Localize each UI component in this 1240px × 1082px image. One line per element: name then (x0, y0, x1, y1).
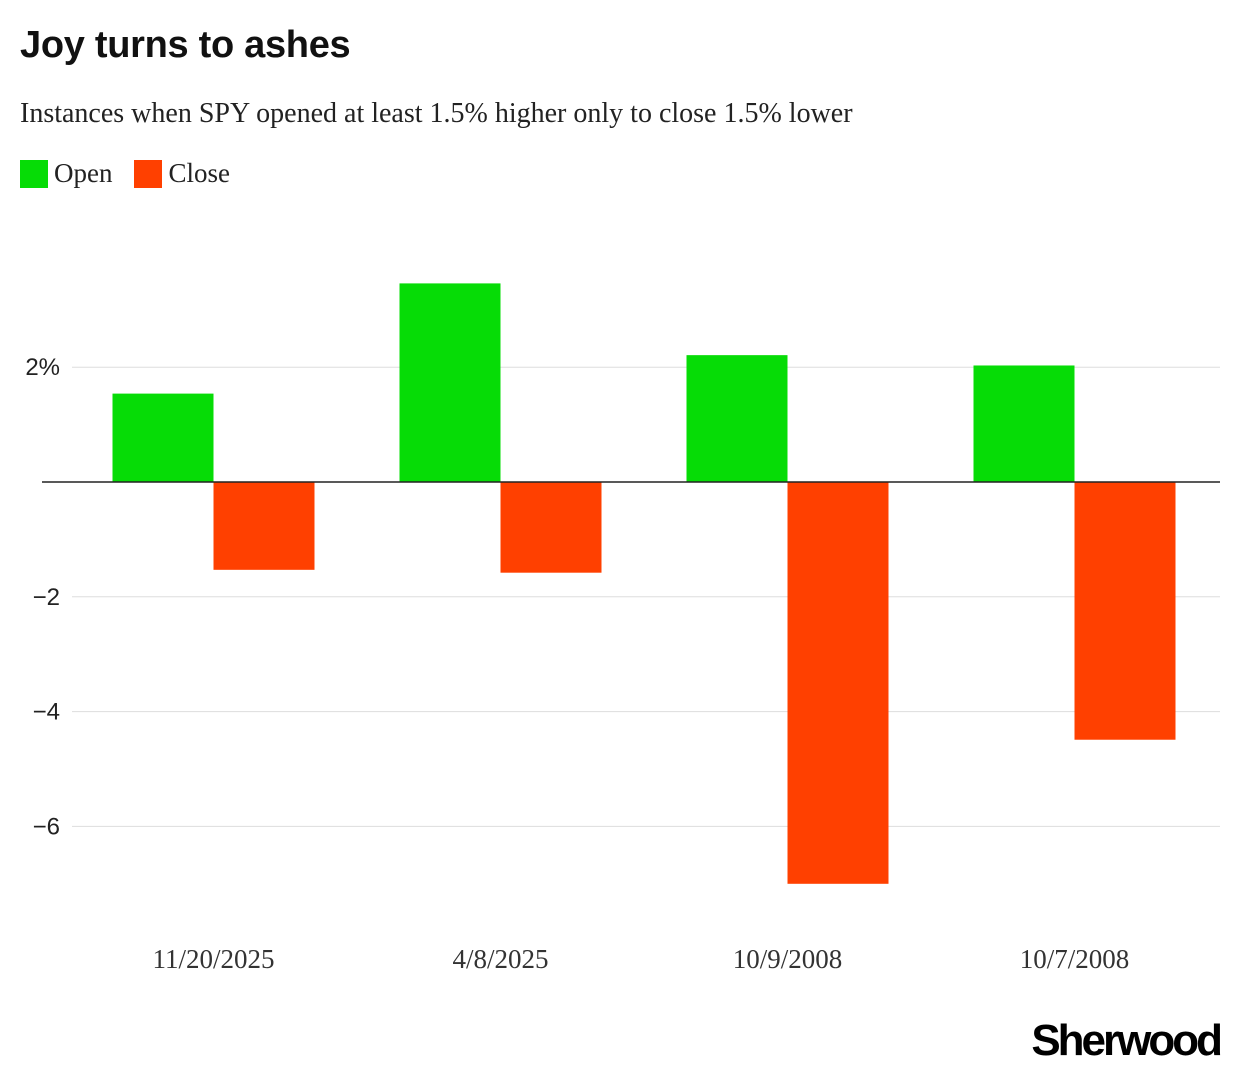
bar-open (399, 283, 501, 482)
bar-close (787, 482, 889, 884)
x-tick-label: 10/9/2008 (733, 944, 843, 974)
bar-chart: 2% −2 −4 −6 11/20/2025 4/8/2025 10/9/2008 10/7/… (25, 283, 1220, 974)
bar-open (686, 355, 788, 482)
legend-label-open: Open (54, 158, 113, 188)
bar-close (213, 482, 315, 570)
legend-swatch-close (134, 159, 163, 188)
y-tick-label: −2 (33, 584, 60, 611)
legend-label-close: Close (168, 158, 230, 188)
y-tick-label: −4 (33, 699, 60, 726)
chart-subtitle: Instances when SPY opened at least 1.5% … (20, 98, 853, 129)
x-tick-label: 11/20/2025 (152, 944, 274, 974)
x-tick-label: 4/8/2025 (452, 944, 548, 974)
bar-open (973, 365, 1075, 482)
bar-layer (112, 283, 1176, 884)
bar-open (112, 393, 214, 482)
label-layer: 2% −2 −4 −6 11/20/2025 4/8/2025 10/9/2008 10/7/… (25, 354, 1129, 974)
y-tick-label: 2% (25, 354, 60, 381)
legend: Open Close (20, 158, 252, 189)
legend-item-close: Close (134, 158, 230, 189)
brand-logo: Sherwood (1031, 1016, 1223, 1065)
chart-title: Joy turns to ashes (20, 24, 351, 66)
y-tick-label: −6 (33, 813, 60, 840)
x-tick-label: 10/7/2008 (1020, 944, 1130, 974)
legend-item-open: Open (20, 158, 112, 189)
bar-close (500, 482, 602, 573)
legend-swatch-open (20, 159, 48, 188)
bar-close (1074, 482, 1176, 740)
